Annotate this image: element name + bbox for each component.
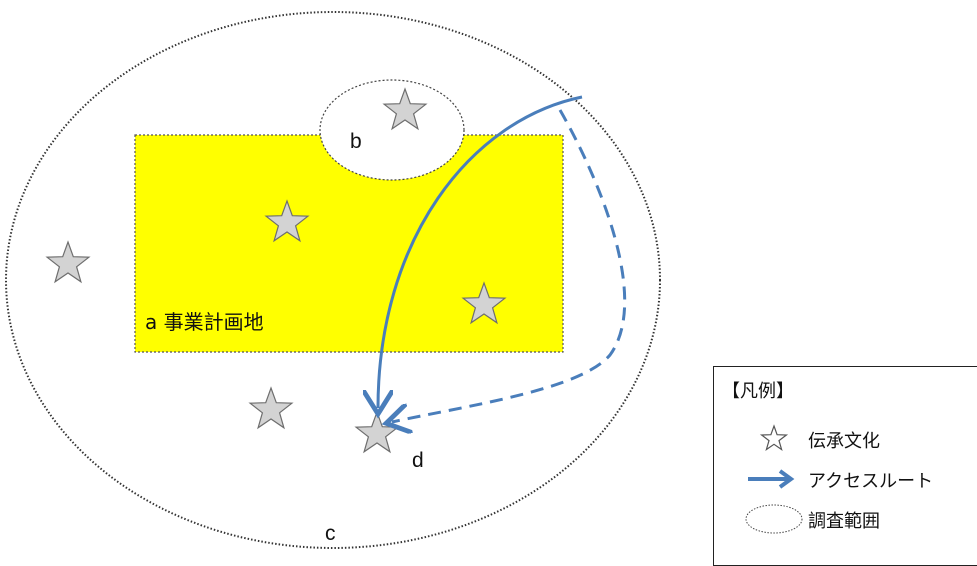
star-icon <box>354 410 400 454</box>
legend-box: 【凡例】 伝承文化 アクセスルート 調査範囲 <box>713 366 977 566</box>
ellipse-icon <box>745 504 803 534</box>
star-icon <box>382 87 428 131</box>
access-route-dashed <box>392 109 627 422</box>
legend-item-range: 調査範囲 <box>714 501 974 537</box>
legend-label-range: 調査範囲 <box>808 511 880 532</box>
survey-range-b <box>319 79 465 181</box>
legend-title: 【凡例】 <box>722 381 794 402</box>
label-b: b <box>350 130 362 153</box>
star-icon <box>461 281 507 325</box>
label-c: c <box>325 522 336 545</box>
star-icon <box>248 386 294 430</box>
label-a: a 事業計画地 <box>145 310 264 334</box>
diagram-canvas: b a 事業計画地 d c <box>5 11 661 549</box>
legend-item-tradition: 伝承文化 <box>714 421 974 457</box>
label-d: d <box>412 449 424 472</box>
arrow-icon <box>748 469 795 489</box>
star-icon <box>45 240 91 284</box>
survey-range-c <box>5 11 661 549</box>
access-route-solid <box>378 95 583 408</box>
legend-label-route: アクセスルート <box>808 471 934 492</box>
legend-label-tradition: 伝承文化 <box>808 431 880 452</box>
legend-item-route: アクセスルート <box>714 461 974 497</box>
star-icon <box>264 199 310 243</box>
star-icon <box>759 424 789 451</box>
